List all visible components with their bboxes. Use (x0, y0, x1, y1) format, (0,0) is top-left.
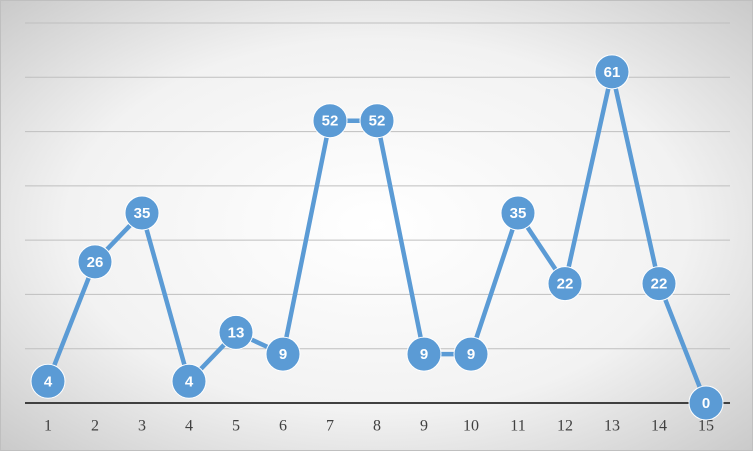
data-point (171, 363, 207, 399)
x-tick-label: 6 (279, 418, 287, 435)
data-label: 22 (557, 276, 574, 293)
data-label: 4 (44, 373, 53, 390)
data-point (594, 54, 630, 90)
x-tick-label: 15 (698, 418, 714, 435)
data-label: 61 (604, 64, 621, 81)
data-point (406, 336, 442, 372)
data-label: 13 (228, 324, 245, 341)
data-label: 52 (369, 113, 386, 130)
data-label: 35 (134, 205, 151, 222)
data-label: 0 (702, 395, 710, 412)
data-point (124, 195, 160, 231)
data-label: 9 (467, 346, 475, 363)
data-point (641, 266, 677, 302)
data-point (218, 314, 254, 350)
data-label: 9 (420, 346, 428, 363)
x-tick-label: 5 (232, 418, 240, 435)
data-label: 35 (510, 205, 527, 222)
data-label: 26 (87, 254, 104, 271)
data-label: 9 (279, 346, 287, 363)
x-tick-label: 8 (373, 418, 381, 435)
x-tick-label: 12 (557, 418, 573, 435)
data-point (265, 336, 301, 372)
data-label: 4 (185, 373, 194, 390)
data-point (359, 103, 395, 139)
x-tick-label: 2 (91, 418, 99, 435)
data-point (30, 363, 66, 399)
data-point (453, 336, 489, 372)
x-tick-label: 1 (44, 418, 52, 435)
x-tick-label: 14 (651, 418, 667, 435)
data-point (547, 266, 583, 302)
data-point (77, 244, 113, 280)
x-tick-label: 4 (185, 418, 193, 435)
x-tick-label: 3 (138, 418, 146, 435)
x-tick-label: 10 (463, 418, 479, 435)
data-label: 52 (322, 113, 339, 130)
data-point (500, 195, 536, 231)
data-point (312, 103, 348, 139)
x-tick-label: 9 (420, 418, 428, 435)
data-label: 22 (651, 276, 668, 293)
x-tick-label: 7 (326, 418, 334, 435)
x-tick-label: 11 (510, 418, 525, 435)
data-point (688, 385, 724, 421)
x-tick-label: 13 (604, 418, 620, 435)
